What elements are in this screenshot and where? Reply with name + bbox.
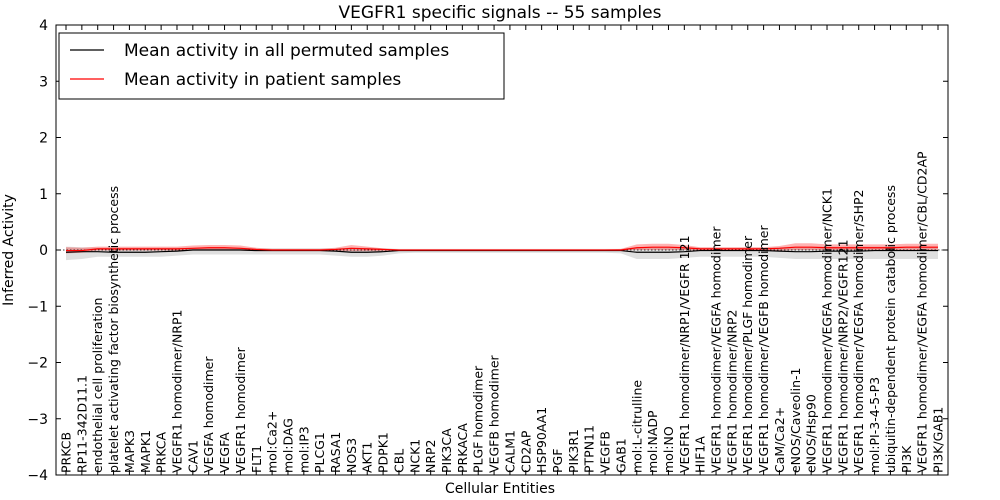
chart-title: VEGFR1 specific signals -- 55 samples (339, 3, 662, 23)
x-tick-label: RP11-342D11.1 (74, 375, 89, 473)
x-axis-label: Cellular Entities (445, 481, 555, 497)
x-tick-label: mol:IP3 (296, 426, 311, 473)
x-tick-label: ubiquitin-dependent protein catabolic pr… (883, 185, 898, 473)
x-tick-label: VEGFR1 homodimer/NRP1 (169, 310, 184, 473)
x-tick-label: NCK1 (407, 439, 422, 473)
x-tick-label: eNOS/Caveolin-1 (788, 368, 803, 473)
y-tick-label: −1 (27, 299, 48, 315)
x-tick-label: RASA1 (328, 432, 343, 473)
x-tick-label: PI3K (899, 445, 914, 473)
x-tick-label: CALM1 (502, 430, 517, 473)
x-tick-label: PLGF homodimer (471, 365, 486, 473)
x-tick-label: VEGFA homodimer (201, 356, 216, 473)
y-tick-label: −3 (27, 412, 48, 428)
x-tick-label: VEGFR1 homodimer/VEGFA homodimer/CBL/CD2… (915, 151, 930, 473)
x-tick-label: VEGFR1 homodimer/NRP2/VEGFR121 (835, 239, 850, 473)
x-tick-label: PGF (550, 449, 565, 473)
x-tick-label: VEGFR1 homodimer (233, 346, 248, 473)
x-tick-label: endothelial cell proliferation (90, 298, 105, 473)
series-line-2 (66, 246, 938, 252)
x-tick-label: VEGFR1 homodimer/VEGFA homodimer/NCK1 (820, 188, 835, 473)
x-tick-label: eNOS/Hsp90 (804, 394, 819, 473)
y-axis: 4 3 2 1 0 −1 −2 −3 −4 (27, 18, 948, 484)
x-tick-label: CAV1 (185, 440, 200, 473)
x-tick-label: VEGFR1 homodimer/PLGF homodimer (740, 235, 755, 473)
x-tick-label: PTPN11 (582, 425, 597, 473)
x-tick-label: mol:NADP (645, 410, 660, 473)
x-tick-label: VEGFA (217, 432, 232, 473)
x-tick-label: mol:PI-3-4-5-P3 (867, 377, 882, 473)
x-tick-label: CBL (391, 449, 406, 473)
x-tick-label: platelet activating factor biosynthetic … (106, 186, 121, 473)
x-tick-label: PDPK1 (376, 432, 391, 473)
y-tick-label: 2 (39, 131, 48, 147)
y-tick-label: 1 (39, 187, 48, 203)
x-tick-label: VEGFR1 homodimer/VEGFB homodimer (756, 225, 771, 473)
x-tick-label: GAB1 (613, 438, 628, 473)
y-axis-label: Inferred Activity (1, 194, 17, 306)
x-tick-label: PIK3CA (439, 428, 454, 473)
y-tick-label: 3 (39, 74, 48, 90)
x-tick-label: PI3K/GAB1 (931, 407, 946, 473)
x-tick-label: PRKCA (154, 432, 169, 473)
y-tick-label: −4 (27, 468, 48, 484)
x-tick-label: mol:NO (661, 426, 676, 473)
x-tick-label: NRP2 (423, 439, 438, 473)
x-tick-label: VEGFR1 homodimer/NRP1/VEGFR 121 (677, 235, 692, 473)
x-tick-label: mol:Ca2+ (265, 411, 280, 473)
x-tick-label: CaM/Ca2+ (772, 407, 787, 473)
x-tick-label: mol:DAG (280, 418, 295, 473)
x-tick-label: VEGFR1 homodimer/NRP2 (724, 310, 739, 473)
x-tick-label: HIF1A (693, 436, 708, 473)
x-tick-label: mol:L-citrulline (629, 380, 644, 473)
series-lines (65, 246, 938, 253)
legend-label: Mean activity in all permuted samples (124, 41, 449, 61)
x-tick-label: PRKCB (59, 432, 74, 473)
x-tick-label: MAPK3 (122, 430, 137, 473)
x-tick-label: VEGFR1 homodimer/VEGFA homodimer/SHP2 (851, 189, 866, 473)
x-tick-label: PRKACA (455, 423, 470, 473)
legend-label: Mean activity in patient samples (124, 70, 401, 90)
x-tick-label: VEGFB (598, 431, 613, 473)
y-tick-label: −2 (27, 356, 48, 372)
x-tick-label: NOS3 (344, 438, 359, 473)
legend-box (58, 32, 505, 100)
x-tick-label: AKT1 (360, 442, 375, 473)
x-tick-label: VEGFB homodimer (487, 354, 502, 473)
y-tick-label: 0 (39, 243, 48, 259)
x-axis: PRKCB RP11-342D11.1 endothelial cell proli… (59, 25, 946, 475)
x-tick-label: VEGFR1 homodimer/VEGFA homodimer (709, 226, 724, 473)
x-tick-label: FLT1 (249, 445, 264, 473)
x-tick-label: MAPK1 (138, 430, 153, 473)
x-tick-label: PLCG1 (312, 432, 327, 473)
x-tick-label: HSP90AA1 (534, 407, 549, 473)
plot-frame (55, 24, 949, 476)
x-tick-label: CD2AP (518, 430, 533, 473)
y-tick-label: 4 (39, 18, 48, 34)
legend: Mean activity in all permuted samples Mea… (58, 32, 505, 100)
x-tick-label: PIK3R1 (566, 429, 581, 473)
